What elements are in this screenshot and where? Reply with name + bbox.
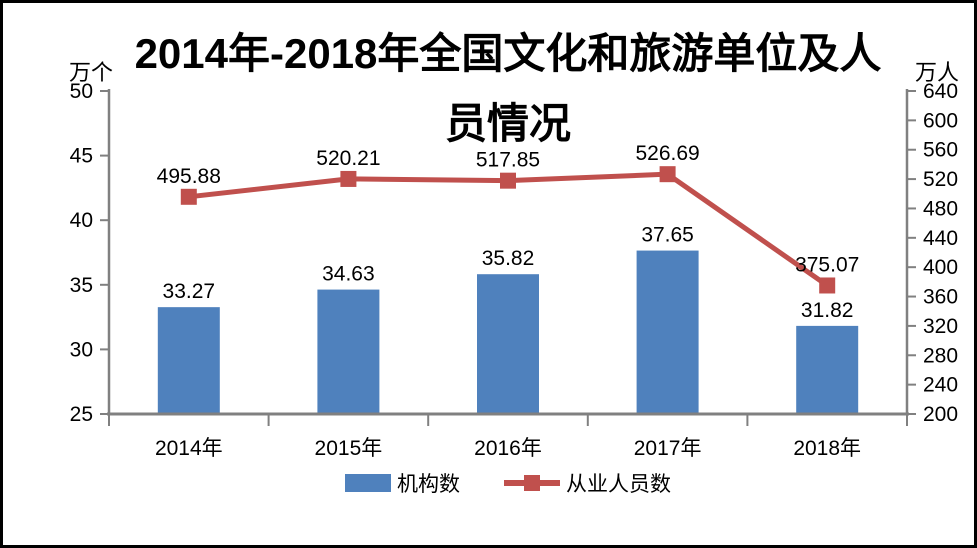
left-axis-tick-label: 25 [70,403,93,426]
right-axis-tick-label: 560 [923,139,958,162]
legend-label-bar-series: 机构数 [397,473,460,496]
right-axis-tick-label: 320 [923,315,958,338]
legend-item-line-series: 从业人员数 [504,468,671,498]
right-axis-tick-label: 640 [923,80,958,103]
category-label: 2017年 [634,437,702,460]
bar-series-swatch-icon [345,474,391,492]
bar-value-label: 33.27 [163,280,216,303]
legend-item-bar-series: 机构数 [345,468,460,498]
bar-2014年 [157,307,220,414]
right-axis-tick-label: 480 [923,197,958,220]
bar-value-label: 35.82 [482,247,535,270]
bar-value-label: 31.82 [801,299,854,322]
bar-2016年 [477,274,539,414]
right-axis-tick-label: 240 [923,374,958,397]
bar-2015年 [317,289,380,414]
chart-title: 2014年-2018年全国文化和旅游单位及人员情况 [134,30,882,147]
category-label: 2014年 [155,437,223,460]
line-marker-swatch-icon [524,475,540,491]
category-label: 2016年 [474,437,542,460]
right-axis-tick-label: 360 [923,286,958,309]
legend-label-line-series: 从业人员数 [566,473,671,496]
line-value-label: 375.07 [795,253,859,276]
line-series-swatch-icon [504,475,560,491]
left-axis-unit: 万个 [69,60,114,85]
line-value-label: 495.88 [157,165,221,188]
legend: 机构数 从业人员数 [109,467,907,499]
bar-value-label: 34.63 [322,263,375,286]
right-axis-unit: 万人 [915,60,960,85]
line-value-label: 520.21 [316,147,380,170]
line-marker-2015年 [340,170,357,187]
line-marker-2017年 [659,166,676,183]
left-axis-tick-label: 50 [70,80,93,103]
bar-2018年 [796,325,859,414]
line-value-label: 526.69 [635,142,699,165]
right-axis-tick-label: 200 [923,403,958,426]
right-axis-tick-label: 520 [923,168,958,191]
left-axis-tick-label: 45 [70,145,93,168]
bar-2017年 [636,250,699,414]
right-axis-tick-label: 280 [923,344,958,367]
left-axis-tick-label: 40 [70,209,93,232]
right-axis-tick-label: 400 [923,256,958,279]
line-marker-2014年 [180,188,197,205]
line-value-label: 517.85 [476,149,540,172]
category-label: 2018年 [793,437,861,460]
line-marker-2016年 [500,172,516,189]
category-label: 2015年 [315,437,383,460]
left-axis-tick-label: 35 [70,274,93,297]
chart-canvas: 25 30 35 40 45 50 200 240 280 320 360 400 440 480 520 5… [70,80,958,460]
right-axis-tick-label: 600 [923,109,958,132]
left-axis-tick-label: 30 [70,338,93,361]
bar-value-label: 37.65 [641,224,694,247]
right-axis-tick-label: 440 [923,227,958,250]
line-marker-2018年 [819,277,836,294]
